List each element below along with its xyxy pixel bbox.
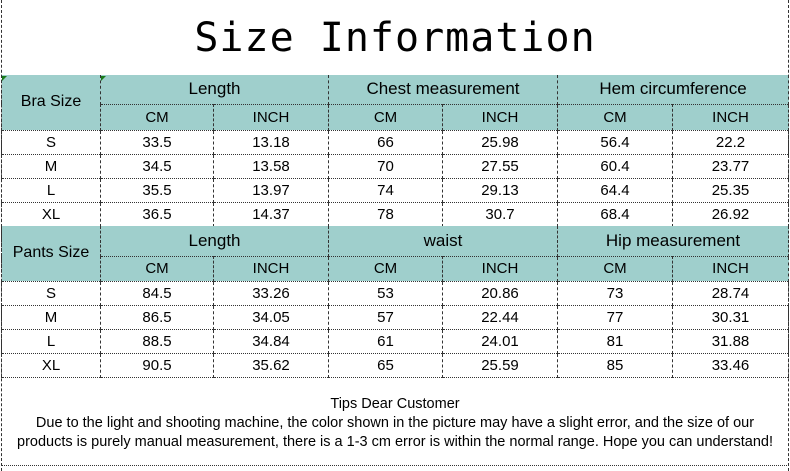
value-cell: 14.37: [213, 202, 329, 227]
pants-size-table: Pants Size Length waist Hip measurement CM IN…: [1, 226, 789, 378]
table-row: M 86.5 34.05 57 22.44 77 30.31: [1, 305, 789, 330]
group-header-row: Bra Size Length Chest measurement Hem circu…: [1, 75, 789, 131]
size-cell: L: [1, 178, 101, 203]
table-row: XL 90.5 35.62 65 25.59 85 33.46: [1, 353, 789, 378]
size-cell: M: [1, 154, 101, 179]
value-cell: 81: [557, 329, 673, 354]
size-column-header: Bra Size: [1, 75, 101, 131]
value-cell: 31.88: [672, 329, 789, 354]
value-cell: 13.97: [213, 178, 329, 203]
size-column-header: Pants Size: [1, 226, 101, 282]
value-cell: 22.2: [672, 130, 789, 155]
value-cell: 64.4: [557, 178, 673, 203]
value-cell: 26.92: [672, 202, 789, 227]
value-cell: 33.5: [100, 130, 214, 155]
value-cell: 77: [557, 305, 673, 330]
measurement-group-header: Hip measurement: [557, 226, 789, 257]
value-cell: 25.35: [672, 178, 789, 203]
size-cell: XL: [1, 202, 101, 227]
table-row: L 88.5 34.84 61 24.01 81 31.88: [1, 329, 789, 354]
value-cell: 33.46: [672, 353, 789, 378]
value-cell: 90.5: [100, 353, 214, 378]
unit-header: CM: [328, 256, 443, 282]
group-header-row: Pants Size Length waist Hip measurement: [1, 226, 789, 282]
value-cell: 25.59: [442, 353, 558, 378]
table-row: M 34.5 13.58 70 27.55 60.4 23.77: [1, 154, 789, 179]
unit-header-row: CM INCH CM INCH CM INCH: [2, 256, 789, 282]
unit-header: INCH: [213, 104, 329, 131]
table-row: L 35.5 13.97 74 29.13 64.4 25.35: [1, 178, 789, 203]
measurement-group-header: waist: [328, 226, 558, 257]
unit-header: CM: [328, 104, 443, 131]
bra-size-table: Bra Size Length Chest measurement Hem circu…: [1, 75, 789, 227]
tips-line-2: products is purely manual measurement, t…: [17, 434, 773, 450]
size-cell: L: [1, 329, 101, 354]
value-cell: 27.55: [442, 154, 558, 179]
cell-comment-marker: [101, 76, 106, 81]
measurement-group-header: Hem circumference: [557, 75, 789, 105]
value-cell: 53: [328, 281, 443, 306]
value-cell: 85: [557, 353, 673, 378]
size-cell: M: [1, 305, 101, 330]
unit-header: INCH: [442, 104, 558, 131]
table-row: XL 36.5 14.37 78 30.7 68.4 26.92: [1, 202, 789, 227]
value-cell: 20.86: [442, 281, 558, 306]
value-cell: 74: [328, 178, 443, 203]
value-cell: 28.74: [672, 281, 789, 306]
measurement-group-header: Chest measurement: [328, 75, 558, 105]
value-cell: 33.26: [213, 281, 329, 306]
unit-header: CM: [100, 256, 214, 282]
size-cell: XL: [1, 353, 101, 378]
value-cell: 13.58: [213, 154, 329, 179]
value-cell: 86.5: [100, 305, 214, 330]
tips-heading: Tips Dear Customer: [330, 396, 460, 412]
value-cell: 30.7: [442, 202, 558, 227]
unit-header: CM: [557, 256, 673, 282]
unit-header-row: CM INCH CM INCH CM INCH: [2, 104, 789, 131]
unit-header: CM: [557, 104, 673, 131]
page-title: Size Information: [194, 14, 596, 61]
value-cell: 23.77: [672, 154, 789, 179]
value-cell: 60.4: [557, 154, 673, 179]
measurement-group-header: Length: [100, 75, 329, 105]
value-cell: 22.44: [442, 305, 558, 330]
value-cell: 73: [557, 281, 673, 306]
value-cell: 30.31: [672, 305, 789, 330]
table-row: S 33.5 13.18 66 25.98 56.4 22.2: [1, 130, 789, 155]
unit-header: INCH: [672, 104, 789, 131]
size-cell: S: [1, 281, 101, 306]
value-cell: 78: [328, 202, 443, 227]
value-cell: 61: [328, 329, 443, 354]
value-cell: 56.4: [557, 130, 673, 155]
value-cell: 25.98: [442, 130, 558, 155]
unit-header: INCH: [672, 256, 789, 282]
measurement-group-header: Length: [100, 226, 329, 257]
value-cell: 57: [328, 305, 443, 330]
value-cell: 13.18: [213, 130, 329, 155]
value-cell: 84.5: [100, 281, 214, 306]
value-cell: 29.13: [442, 178, 558, 203]
value-cell: 36.5: [100, 202, 214, 227]
value-cell: 70: [328, 154, 443, 179]
value-cell: 88.5: [100, 329, 214, 354]
value-cell: 35.5: [100, 178, 214, 203]
table-row: S 84.5 33.26 53 20.86 73 28.74: [1, 281, 789, 306]
value-cell: 34.5: [100, 154, 214, 179]
value-cell: 34.84: [213, 329, 329, 354]
right-border: [788, 0, 789, 471]
cell-comment-marker: [2, 76, 7, 81]
value-cell: 34.05: [213, 305, 329, 330]
unit-header: INCH: [213, 256, 329, 282]
value-cell: 66: [328, 130, 443, 155]
tips-line-1: Due to the light and shooting machine, t…: [35, 415, 755, 431]
value-cell: 65: [328, 353, 443, 378]
value-cell: 24.01: [442, 329, 558, 354]
value-cell: 68.4: [557, 202, 673, 227]
value-cell: 35.62: [213, 353, 329, 378]
tips-section: Tips Dear Customer Due to the light and …: [1, 379, 789, 466]
size-cell: S: [1, 130, 101, 155]
unit-header: CM: [100, 104, 214, 131]
unit-header: INCH: [442, 256, 558, 282]
